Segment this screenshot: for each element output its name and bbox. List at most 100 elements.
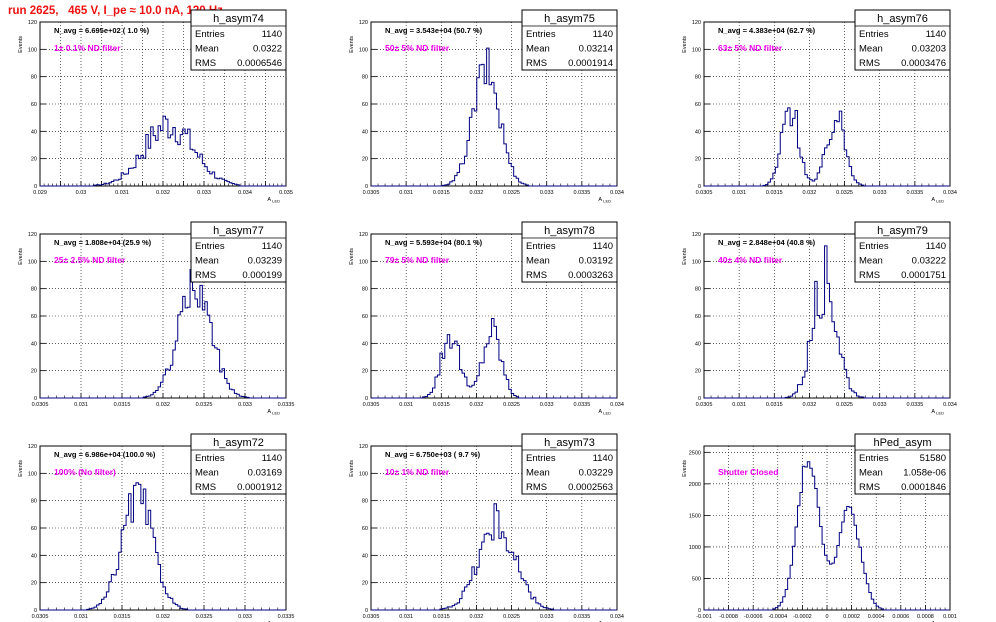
x-tick-label: 0.0305 — [696, 402, 713, 408]
stats-label: RMS — [526, 270, 547, 281]
y-tick-label: 0 — [34, 608, 37, 614]
x-tick-label: 0.032 — [470, 402, 484, 408]
y-tick-label: 2000 — [689, 482, 701, 488]
y-tick-label: 40 — [362, 341, 368, 347]
y-tick-label: 80 — [31, 287, 37, 293]
x-tick-label: 0.031 — [74, 402, 88, 408]
stats-label: RMS — [195, 482, 216, 493]
stats-value: 0.000199 — [242, 270, 282, 281]
stats-value: 0.0001846 — [901, 482, 946, 493]
histogram-name: h_asym75 — [544, 13, 595, 25]
x-tick-label: 0.0315 — [114, 402, 131, 408]
stats-box — [190, 433, 287, 495]
navg-label: N_avg = 5.593e+04 (80.1 %) — [385, 238, 483, 247]
x-axis-label: A LED — [267, 409, 280, 416]
x-tick-label: 0.032 — [470, 190, 484, 196]
stats-value: 1140 — [926, 29, 946, 40]
navg-label: N_avg = 3.543e+04 (50.7 %) — [385, 26, 483, 35]
x-tick-label: 0.0325 — [836, 190, 853, 196]
stats-value: 0.03203 — [912, 44, 946, 55]
stats-label: Mean — [526, 256, 550, 267]
y-tick-label: 60 — [362, 526, 368, 532]
stats-value: 0.03239 — [248, 256, 282, 267]
x-tick-label: 0.032 — [803, 402, 817, 408]
y-tick-label: 100 — [28, 259, 37, 265]
y-tick-label: 0 — [365, 608, 368, 614]
x-tick-label: 0.0315 — [433, 614, 450, 620]
y-tick-label: 0 — [698, 608, 701, 614]
stats-value: 0.03222 — [912, 256, 946, 267]
x-tick-label: 0.0315 — [433, 190, 450, 196]
x-tick-label: 0.0305 — [32, 402, 49, 408]
y-tick-label: 40 — [31, 341, 37, 347]
x-tick-label: 0.0002 — [843, 614, 860, 620]
histogram-series — [371, 47, 617, 187]
y-tick-label: 0 — [698, 396, 701, 402]
x-tick-label: 0.0004 — [868, 614, 885, 620]
x-tick-label: 0.0008 — [917, 614, 934, 620]
x-tick-label: 0 — [825, 614, 828, 620]
histogram-series — [40, 115, 286, 187]
stats-label: Mean — [526, 468, 550, 479]
y-axis-label: Events — [349, 460, 355, 477]
y-tick-label: 0 — [365, 396, 368, 402]
y-tick-label: 20 — [31, 581, 37, 587]
x-tick-label: 0.032 — [470, 614, 484, 620]
filter-annotation: Shutter Closed — [718, 467, 778, 477]
x-tick-label: 0.0305 — [363, 614, 380, 620]
stats-label: Entries — [526, 241, 556, 252]
stats-label: RMS — [859, 270, 880, 281]
x-tick-label: 0.035 — [279, 190, 293, 196]
x-tick-label: 0.034 — [610, 614, 624, 620]
y-axis-label: Events — [349, 36, 355, 53]
stats-value: 1140 — [593, 453, 613, 464]
x-tick-label: 0.0335 — [573, 402, 590, 408]
y-tick-label: 80 — [31, 75, 37, 81]
stats-value: 1140 — [262, 241, 282, 252]
x-tick-label: 0.0006 — [892, 614, 909, 620]
x-tick-label: 0.032 — [156, 614, 170, 620]
stats-value: 1.058e-06 — [903, 468, 946, 479]
x-tick-label: -0.001 — [696, 614, 712, 620]
y-tick-label: 40 — [31, 553, 37, 559]
y-tick-label: 80 — [31, 499, 37, 505]
histogram-panel-h_asym74: 0.029 0.03 0.031 0.032 0.033 0.034 0.035 0 20 40 6… — [18, 9, 293, 204]
histogram-name: h_asym73 — [544, 437, 595, 449]
stats-value: 1140 — [926, 241, 946, 252]
x-tick-label: 0.0305 — [363, 402, 380, 408]
x-tick-label: 0.033 — [540, 402, 554, 408]
stats-value: 1140 — [262, 29, 282, 40]
x-tick-label: 0.0325 — [503, 614, 520, 620]
stats-value: 0.0001912 — [237, 482, 282, 493]
y-tick-label: 20 — [695, 157, 701, 163]
x-tick-label: 0.0325 — [503, 190, 520, 196]
y-tick-label: 120 — [28, 20, 37, 26]
stats-label: Entries — [526, 453, 556, 464]
stats-label: Mean — [195, 468, 219, 479]
x-tick-label: 0.031 — [399, 402, 413, 408]
y-tick-label: 120 — [28, 232, 37, 238]
y-tick-label: 100 — [359, 47, 368, 53]
stats-label: Mean — [526, 44, 550, 55]
y-axis-label: Events — [682, 460, 688, 477]
stats-box — [521, 433, 618, 495]
stats-label: Entries — [859, 453, 889, 464]
y-tick-label: 20 — [362, 581, 368, 587]
histogram-name: h_asym78 — [544, 225, 595, 237]
stats-label: Entries — [195, 241, 225, 252]
filter-annotation: 100% (No filter) — [54, 467, 116, 477]
stats-label: Entries — [526, 29, 556, 40]
filter-annotation: 1± 0.1% ND filter — [54, 43, 121, 53]
y-tick-label: 120 — [359, 232, 368, 238]
x-tick-label: 0.033 — [540, 614, 554, 620]
y-tick-label: 20 — [31, 369, 37, 375]
filter-annotation: 40± 4% ND filter — [718, 255, 783, 265]
x-tick-label: 0.032 — [156, 402, 170, 408]
x-tick-label: 0.0305 — [32, 614, 49, 620]
stats-label: RMS — [195, 58, 216, 69]
filter-annotation: 63± 5% ND filter — [718, 43, 783, 53]
y-tick-label: 0 — [698, 184, 701, 190]
stats-label: Entries — [859, 29, 889, 40]
y-tick-label: 60 — [31, 102, 37, 108]
